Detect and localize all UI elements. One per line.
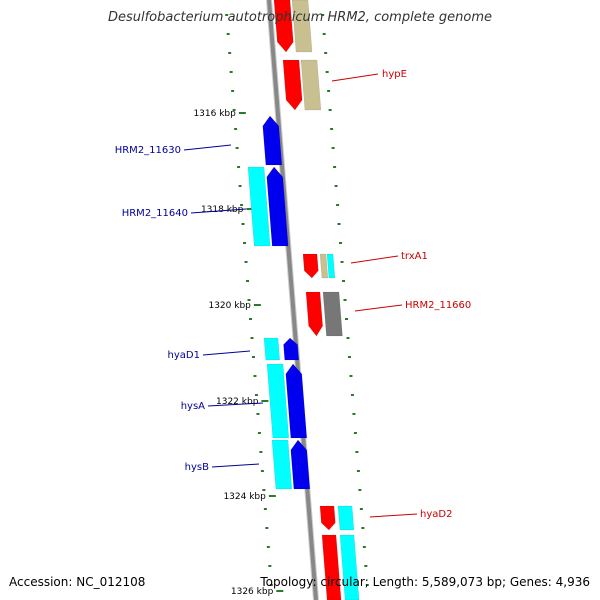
gene-arrow-tan (291, 0, 313, 53)
gene-arrow-hrm2-11640 (266, 166, 289, 247)
gene-label: hypE (382, 69, 407, 80)
gene-labels: hypE HRM2_11630 HRM2_11640 trxA1 HRM2_11660h… (115, 69, 472, 520)
gene-leader-line (183, 144, 232, 151)
gene-label: HRM2_11660 (405, 300, 471, 311)
gene-leader-line (207, 402, 264, 407)
gene-arrow-cyan (339, 534, 360, 600)
gene-leader-line (369, 513, 418, 518)
gene-arrow-hrm2-11630 (262, 115, 283, 166)
gene-leader-line (350, 255, 399, 264)
gene-arrow-red (273, 0, 294, 53)
tick-label: 1316 kbp (193, 109, 236, 119)
gene-features (247, 0, 360, 600)
gene-arrow-gray (322, 291, 343, 337)
gene-arrow-tan (319, 253, 329, 279)
genome-backbone (267, 0, 318, 600)
tick-label: 1318 kbp (201, 205, 244, 215)
gene-label: hysB (185, 462, 209, 473)
gene-leader-line (211, 463, 260, 468)
gene-arrow-hysb (290, 439, 311, 490)
gene-arrow-cyan (271, 439, 293, 490)
gene-arrow-cyan (266, 363, 290, 439)
gene-leader-line (202, 350, 251, 356)
gene-label: HRM2_11640 (122, 208, 188, 219)
genome-summary-text: Topology: circular; Length: 5,589,073 bp… (260, 575, 590, 589)
gene-arrow-cyan (326, 253, 336, 279)
gene-arrow-trxa1 (302, 253, 319, 279)
gene-arrow-hyad2 (319, 505, 336, 531)
gene-arrow-cyan (337, 505, 355, 531)
gene-label: HRM2_11630 (115, 145, 181, 156)
gene-arrow-cyan (263, 337, 280, 361)
gene-label: trxA1 (401, 251, 428, 262)
gene-arrow-cyan (247, 166, 271, 247)
gene-leader-line (354, 304, 403, 312)
gene-leader-line (331, 73, 379, 82)
tick-label: 1326 kbp (231, 587, 274, 597)
gene-label: hysA (181, 401, 205, 412)
genome-title: Desulfobacterium autotrophicum HRM2, com… (107, 10, 493, 25)
gene-label: hyaD2 (420, 509, 452, 520)
gene-arrow-hyad1 (283, 337, 299, 361)
gene-arrow-hype (282, 59, 303, 111)
gene-leader-line (190, 208, 247, 214)
tick-marks: 1316 kbp 1318 kbp 1320 kbp 1322 kbp 1324 kbp… (193, 14, 369, 597)
tick-label: 1322 kbp (216, 397, 259, 407)
accession-text: Accession: NC_012108 (9, 575, 146, 589)
gene-arrow-tan (300, 59, 322, 111)
tick-label: 1324 kbp (223, 492, 266, 502)
gene-label: hyaD1 (168, 350, 200, 361)
gene-arrow-hrm2-11660 (305, 291, 323, 337)
gene-arrow-hysa (285, 363, 308, 439)
gene-arrow-red (321, 534, 342, 600)
tick-label: 1320 kbp (208, 301, 251, 311)
